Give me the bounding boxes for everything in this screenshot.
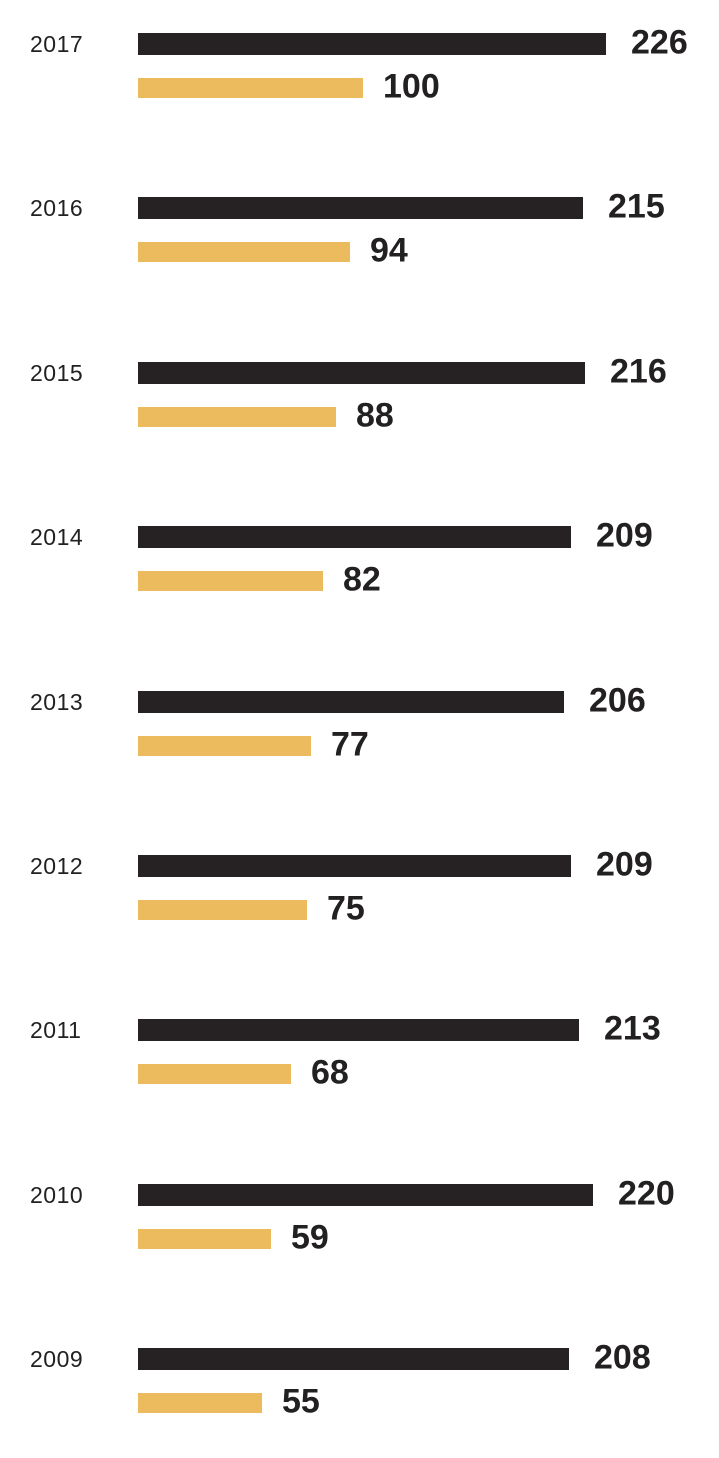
- secondary-bar: [138, 1064, 291, 1085]
- year-group: 2016 215 94: [0, 188, 719, 297]
- primary-value-label: 209: [596, 516, 653, 555]
- year-label: 2013: [30, 688, 84, 715]
- primary-bar: [138, 361, 585, 384]
- year-label: 2012: [30, 853, 84, 879]
- year-group: 2015 216 88: [0, 353, 719, 462]
- primary-value-label: 226: [631, 23, 688, 62]
- year-label: 2011: [30, 1017, 82, 1044]
- primary-bar: [138, 526, 571, 549]
- secondary-bar: [138, 406, 336, 427]
- primary-bar: [138, 855, 571, 877]
- secondary-bar: [138, 1393, 262, 1414]
- secondary-value-label: 94: [370, 232, 408, 271]
- primary-value-label: 216: [610, 352, 667, 391]
- primary-value-label: 215: [608, 188, 665, 227]
- secondary-value-label: 82: [343, 560, 381, 599]
- year-label: 2015: [30, 359, 84, 386]
- year-label: 2014: [30, 524, 84, 551]
- year-group: 2017 226 100: [0, 24, 719, 133]
- year-label: 2010: [30, 1181, 84, 1208]
- primary-bar: [138, 197, 583, 220]
- primary-bar: [138, 33, 606, 55]
- secondary-bar: [138, 1228, 271, 1249]
- primary-bar: [138, 1183, 593, 1206]
- secondary-bar: [138, 571, 323, 592]
- year-group: 2014 209 82: [0, 517, 719, 626]
- secondary-value-label: 59: [291, 1218, 329, 1257]
- secondary-value-label: 75: [327, 889, 365, 928]
- year-group: 2011 213 68: [0, 1010, 719, 1119]
- secondary-bar: [138, 242, 350, 263]
- secondary-bar: [138, 900, 307, 920]
- primary-value-label: 220: [618, 1174, 675, 1213]
- secondary-bar: [138, 78, 363, 98]
- year-group: 2009 208 55: [0, 1339, 719, 1448]
- primary-bar: [138, 1348, 569, 1371]
- year-label: 2016: [30, 195, 84, 222]
- year-group: 2012 209 75: [0, 846, 719, 955]
- primary-bar: [138, 1019, 579, 1042]
- secondary-value-label: 68: [311, 1054, 349, 1093]
- secondary-value-label: 77: [331, 725, 369, 764]
- year-group: 2010 220 59: [0, 1175, 719, 1284]
- secondary-value-label: 88: [356, 396, 394, 435]
- year-label: 2009: [30, 1346, 84, 1373]
- primary-value-label: 208: [594, 1338, 651, 1377]
- secondary-value-label: 100: [383, 67, 440, 106]
- secondary-value-label: 55: [282, 1382, 320, 1421]
- primary-value-label: 213: [604, 1010, 661, 1049]
- secondary-bar: [138, 735, 311, 756]
- primary-value-label: 206: [589, 681, 646, 720]
- primary-value-label: 209: [596, 845, 653, 884]
- year-label: 2017: [30, 31, 84, 57]
- year-group: 2013 206 77: [0, 681, 719, 791]
- primary-bar: [138, 690, 564, 713]
